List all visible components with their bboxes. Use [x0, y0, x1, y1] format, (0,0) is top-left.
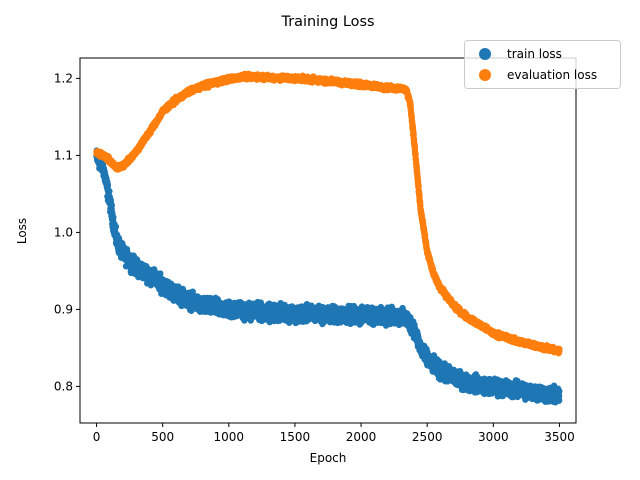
point-train-loss	[110, 214, 117, 221]
point-train-loss	[556, 397, 563, 404]
point-train-loss	[104, 181, 112, 189]
plot-points	[93, 70, 563, 406]
point-train-loss	[106, 187, 113, 195]
point-train-loss	[556, 388, 563, 395]
point-train-loss	[108, 201, 115, 209]
point-train-loss	[112, 223, 120, 230]
series-train-loss	[93, 147, 563, 406]
